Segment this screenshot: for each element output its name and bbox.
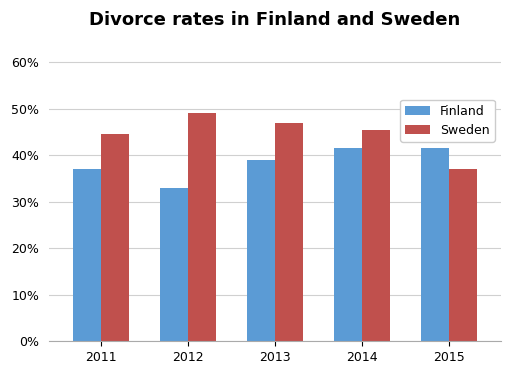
Bar <box>101 134 129 341</box>
Bar <box>421 148 449 341</box>
Bar <box>334 148 362 341</box>
Bar <box>160 188 188 341</box>
Bar <box>73 169 101 341</box>
Bar <box>188 113 216 341</box>
Bar <box>275 123 303 341</box>
Bar <box>449 169 477 341</box>
Bar <box>362 130 390 341</box>
Title: Divorce rates in Finland and Sweden: Divorce rates in Finland and Sweden <box>89 11 460 29</box>
Legend: Finland, Sweden: Finland, Sweden <box>400 100 495 142</box>
Bar <box>247 160 275 341</box>
